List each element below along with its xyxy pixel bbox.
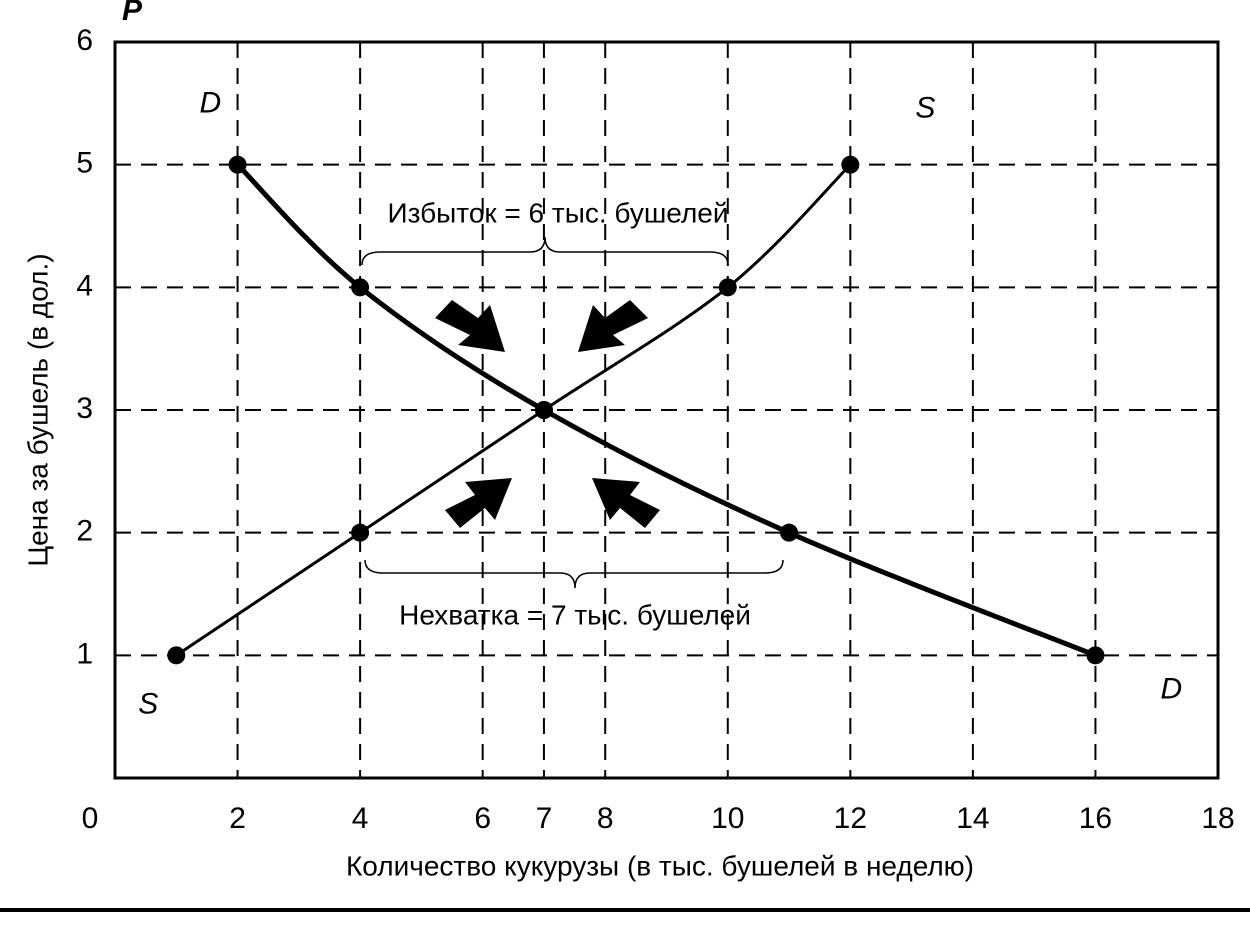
y-axis-letter: P xyxy=(122,0,143,27)
y-tick-label: 5 xyxy=(76,147,93,180)
point xyxy=(718,278,737,297)
point xyxy=(228,155,247,174)
annotation: Избыток = 6 тыс. бушелей xyxy=(388,197,729,228)
point xyxy=(351,278,370,297)
point xyxy=(841,155,860,174)
point xyxy=(167,646,186,665)
annotation: Нехватка = 7 тыс. бушелей xyxy=(399,599,751,630)
arrow xyxy=(592,478,660,528)
brace xyxy=(361,236,729,266)
arrow xyxy=(445,478,512,528)
series-label: S xyxy=(915,92,935,125)
x-tick-label: 14 xyxy=(956,802,989,835)
point xyxy=(780,523,799,542)
series-label: D xyxy=(200,87,222,120)
y-axis-label: Цена за бушель (в дол.) xyxy=(22,253,53,566)
arrow xyxy=(435,300,505,352)
x-tick-label: 0 xyxy=(82,802,99,835)
point xyxy=(534,401,553,419)
x-tick-label: 12 xyxy=(834,802,867,835)
x-tick-label: 7 xyxy=(536,802,553,835)
y-tick-label: 3 xyxy=(76,392,93,425)
point xyxy=(1086,646,1105,665)
point xyxy=(351,523,370,542)
x-tick-label: 8 xyxy=(597,802,614,835)
curve xyxy=(235,162,1097,658)
x-tick-label: 4 xyxy=(352,802,369,835)
x-tick-label: 18 xyxy=(1201,802,1234,835)
y-tick-label: 6 xyxy=(76,24,93,57)
y-tick-label: 4 xyxy=(76,269,93,302)
y-tick-label: 2 xyxy=(76,515,93,548)
x-tick-label: 6 xyxy=(474,802,491,835)
series-label: S xyxy=(138,687,158,720)
y-tick-label: 1 xyxy=(76,637,93,670)
x-axis-label: Количество кукурузы (в тыс. бушелей в не… xyxy=(346,850,974,881)
arrow xyxy=(578,300,648,352)
brace xyxy=(364,559,784,589)
arrows xyxy=(435,300,660,528)
x-tick-label: 10 xyxy=(711,802,744,835)
series-label: D xyxy=(1160,672,1182,705)
x-tick-label: 2 xyxy=(229,802,246,835)
x-tick-label: 16 xyxy=(1079,802,1112,835)
